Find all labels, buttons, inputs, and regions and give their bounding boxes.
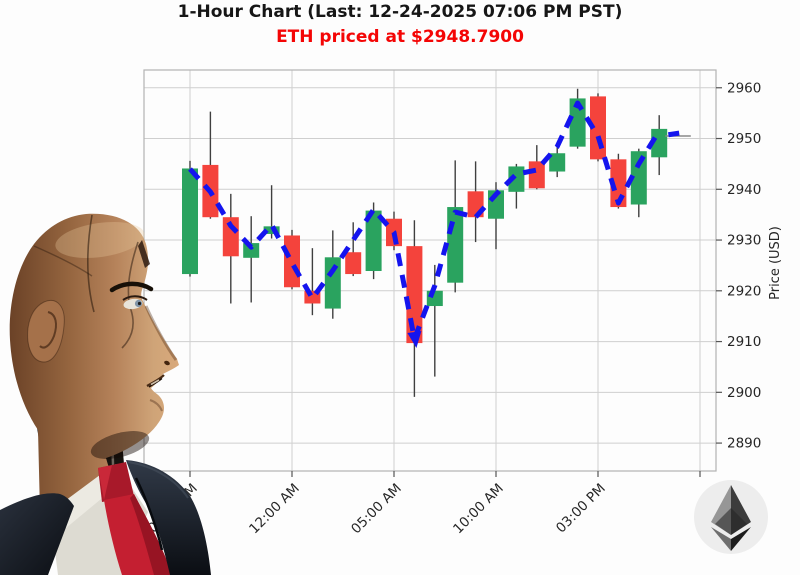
candle-up <box>426 290 443 307</box>
chart-subtitle: ETH priced at $2948.7900 <box>276 27 524 47</box>
robot-head <box>9 213 180 512</box>
y-tick-label: 2900 <box>727 385 761 401</box>
x-tick-label: 10:00 AM <box>450 481 507 538</box>
candle-up <box>324 257 341 309</box>
forehead-seam <box>138 240 150 268</box>
robot-ear <box>27 300 65 363</box>
suit-left-shoulder <box>0 493 74 575</box>
y-tick-label: 2930 <box>727 233 761 249</box>
y-tick-label: 2940 <box>727 182 761 198</box>
y-tick-label: 2910 <box>727 334 761 350</box>
chart-title: 1-Hour Chart (Last: 12-24-2025 07:06 PM … <box>177 2 623 22</box>
last-ma-dash <box>668 130 680 138</box>
y-tick-label: 2960 <box>727 80 761 96</box>
gridlines <box>144 70 716 471</box>
robot-eyebrow <box>109 281 154 293</box>
y-axis-title: Price (USD) <box>768 226 783 300</box>
ma-arrowhead-icon <box>407 331 422 349</box>
candle-up <box>182 168 198 275</box>
candle-down <box>345 252 362 275</box>
x-tick-label: 12:00 AM <box>246 481 303 538</box>
candle-up <box>508 166 525 192</box>
x-tick-label: 05:00 AM <box>348 481 405 538</box>
candle-up <box>549 153 566 172</box>
candle-up <box>630 151 647 205</box>
eth-bottom-left-facet <box>711 527 731 551</box>
y-tick-label: 2890 <box>727 436 761 452</box>
robot-suit <box>0 460 211 575</box>
y-tick-label: 2920 <box>727 283 761 299</box>
y-axis-labels: 2890 2900 2910 2920 2930 2940 2950 2960 <box>716 80 761 452</box>
moving-average-line <box>188 100 662 342</box>
y-tick-label: 2950 <box>727 131 761 147</box>
candle-up <box>365 210 382 272</box>
candle-up <box>263 226 280 234</box>
candle-up <box>651 128 668 158</box>
candle-up <box>243 243 260 258</box>
candle-down <box>284 235 300 288</box>
suit-right-shoulder <box>126 460 211 575</box>
plot-area <box>144 70 716 471</box>
candle-down <box>528 161 545 189</box>
candle-up <box>569 98 586 147</box>
android-robot-portrait-illustration <box>0 213 211 575</box>
candle-up <box>447 207 464 283</box>
x-tick-label: 03:00 PM <box>553 481 609 537</box>
robot-nostril <box>164 360 170 366</box>
eth-bottom-right-facet <box>731 527 751 551</box>
ethereum-logo <box>694 480 768 554</box>
